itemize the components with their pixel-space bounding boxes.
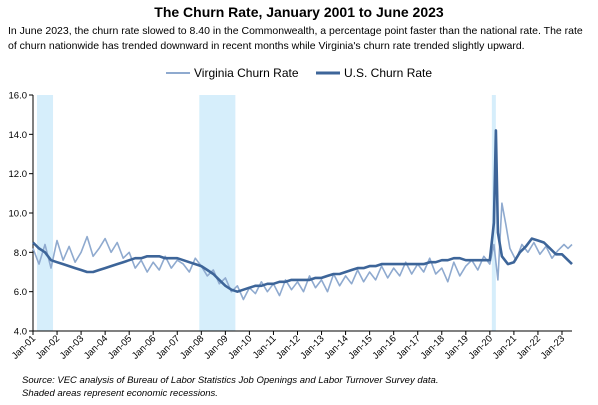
x-tick-label: Jan-05 xyxy=(106,333,134,361)
legend-label-us: U.S. Churn Rate xyxy=(344,66,432,80)
x-tick-label: Jan-13 xyxy=(298,333,326,361)
recession-note: Shaded areas represent economic recessio… xyxy=(22,388,218,399)
chart-axes: 4.06.08.010.012.014.016.0Jan-01Jan-02Jan… xyxy=(9,91,572,362)
x-tick-label: Jan-04 xyxy=(82,333,110,361)
recession-shading xyxy=(37,95,496,331)
x-tick-label: Jan-10 xyxy=(226,333,254,361)
source-line: Source: VEC analysis of Bureau of Labor … xyxy=(22,375,439,386)
x-tick-label: Jan-19 xyxy=(443,333,471,361)
chart-legend: Virginia Churn Rate U.S. Churn Rate xyxy=(166,66,432,80)
x-tick-label: Jan-21 xyxy=(491,333,519,361)
x-tick-label: Jan-14 xyxy=(322,333,350,361)
x-tick-label: Jan-18 xyxy=(419,333,447,361)
y-tick-label: 16.0 xyxy=(9,91,28,102)
x-tick-label: Jan-11 xyxy=(251,333,279,361)
x-tick-label: Jan-09 xyxy=(202,333,230,361)
x-tick-label: Jan-15 xyxy=(346,333,374,361)
source-note: Source: VEC analysis of Bureau of Labor … xyxy=(22,374,438,400)
x-tick-label: Jan-23 xyxy=(539,333,567,361)
x-tick-label: Jan-06 xyxy=(130,333,158,361)
y-tick-label: 10.0 xyxy=(9,209,28,220)
chart-subtitle: In June 2023, the churn rate slowed to 8… xyxy=(8,25,583,52)
legend-label-virginia: Virginia Churn Rate xyxy=(194,66,299,80)
x-tick-label: Jan-07 xyxy=(154,333,182,361)
series-line-virginia xyxy=(32,202,573,301)
series-line-us xyxy=(32,129,573,293)
x-tick-label: Jan-20 xyxy=(467,333,495,361)
y-tick-label: 8.0 xyxy=(14,248,27,259)
chart-title: The Churn Rate, January 2001 to June 202… xyxy=(154,4,444,20)
x-tick-label: Jan-22 xyxy=(515,333,543,361)
x-tick-label: Jan-16 xyxy=(370,333,398,361)
x-tick-label: Jan-03 xyxy=(58,333,86,361)
y-tick-label: 12.0 xyxy=(9,169,28,180)
y-tick-label: 4.0 xyxy=(14,327,27,338)
x-tick-label: Jan-01 xyxy=(10,333,38,361)
recession-band xyxy=(199,95,236,331)
x-tick-label: Jan-17 xyxy=(395,333,423,361)
x-tick-label: Jan-02 xyxy=(34,333,62,361)
recession-band xyxy=(37,95,54,331)
series-lines xyxy=(32,129,573,301)
x-tick-label: Jan-08 xyxy=(178,333,206,361)
y-tick-label: 6.0 xyxy=(14,287,27,298)
y-tick-label: 14.0 xyxy=(9,130,28,141)
x-tick-label: Jan-12 xyxy=(274,333,302,361)
